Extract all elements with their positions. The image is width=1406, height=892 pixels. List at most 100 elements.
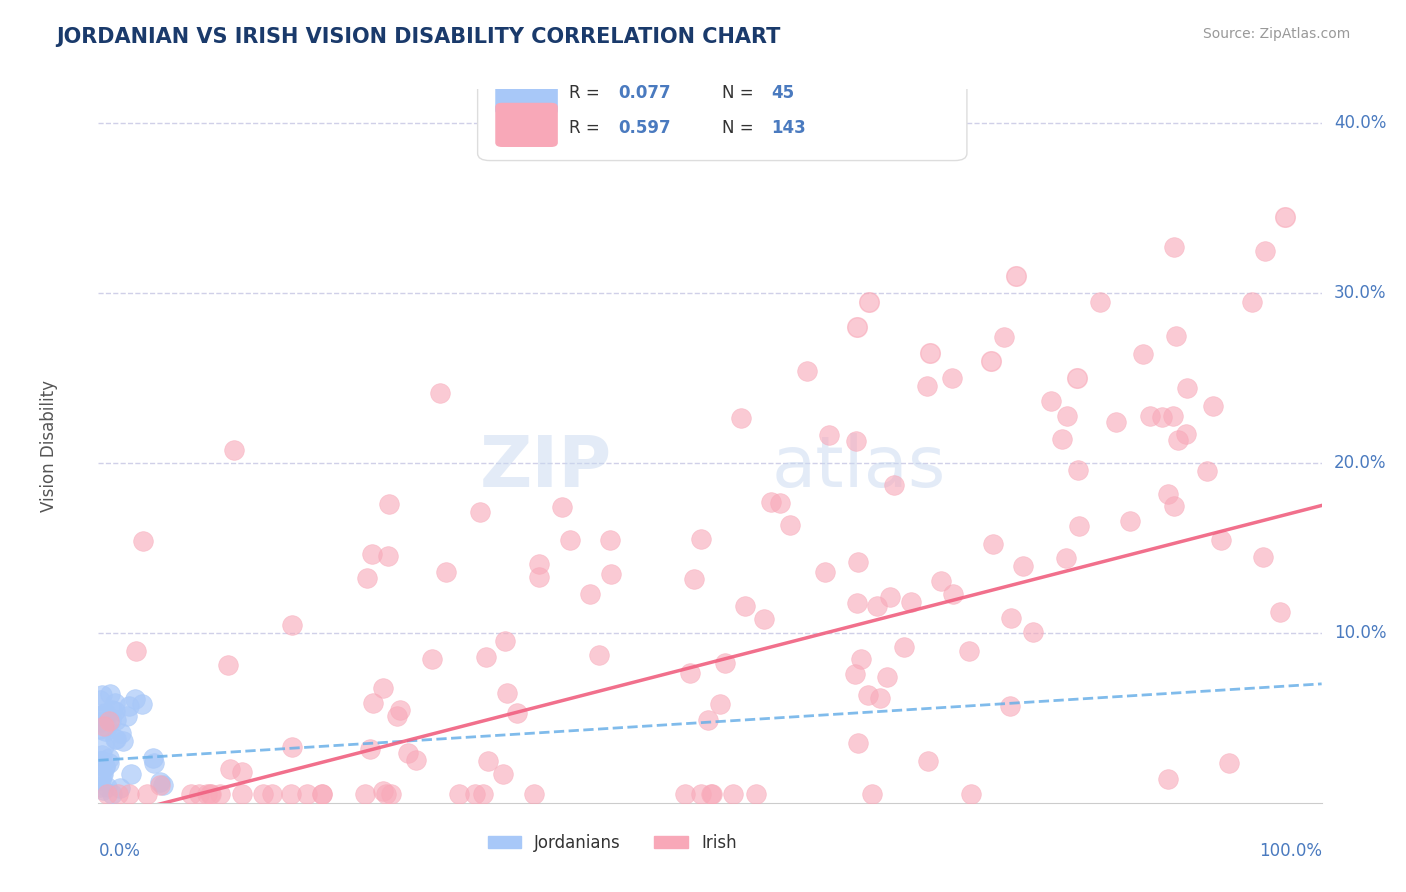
Point [280,740,302,755]
Point [1150,409,1173,424]
Point [108,780,131,795]
Point [929,574,952,589]
Point [90,689,112,703]
Point [900,595,922,609]
Point [1054,550,1077,565]
Point [920,345,942,359]
Point [104,696,127,710]
Point [311,787,333,801]
Point [90,754,112,768]
Point [360,547,382,561]
Point [281,618,304,632]
Point [91,767,114,781]
Point [136,787,159,801]
Point [195,787,218,801]
Point [252,787,274,801]
Point [1067,463,1090,477]
Point [120,767,142,781]
Point [93,739,115,754]
Point [723,787,745,801]
Point [844,667,866,681]
Point [377,498,399,512]
Point [529,557,551,571]
Point [89,780,111,794]
Point [131,697,153,711]
Point [91,754,114,768]
Point [405,753,427,767]
Point [917,755,939,769]
Point [389,703,412,717]
Point [846,736,869,750]
Point [429,385,451,400]
Point [104,704,127,718]
Point [523,787,546,801]
Point [869,691,891,706]
Point [679,666,702,681]
Point [893,640,915,654]
Point [198,787,221,801]
Point [1157,772,1180,786]
Point [231,787,253,801]
Point [124,691,146,706]
Text: 100.0%: 100.0% [1258,842,1322,860]
Point [387,708,409,723]
Point [464,787,486,801]
Point [96,720,118,734]
Point [118,787,141,801]
Point [98,756,121,770]
Point [779,518,801,533]
Point [422,652,444,666]
Point [100,713,122,727]
Point [709,697,731,711]
Point [104,731,127,746]
Point [957,644,980,658]
Text: atlas: atlas [772,433,946,502]
Point [558,533,581,548]
Point [942,587,965,601]
Point [702,787,724,801]
Point [118,699,141,714]
Point [1164,329,1187,343]
Text: JORDANIAN VS IRISH VISION DISABILITY CORRELATION CHART: JORDANIAN VS IRISH VISION DISABILITY COR… [56,27,780,46]
Text: 143: 143 [772,120,806,137]
Point [94,759,117,773]
Point [107,787,129,801]
Text: 40.0%: 40.0% [1334,114,1386,132]
Point [1022,625,1045,640]
Point [845,320,868,334]
Point [814,565,837,579]
Point [98,687,121,701]
Point [89,723,111,737]
Point [91,747,114,762]
Point [1218,756,1240,771]
Point [1195,464,1218,478]
Point [699,787,721,801]
Point [93,758,115,772]
Point [280,787,302,801]
Point [981,536,1004,550]
Point [100,787,122,801]
Point [434,566,457,580]
Point [1105,415,1128,429]
Point [1274,210,1296,224]
Point [761,495,783,509]
Point [496,685,519,699]
Point [818,427,841,442]
Point [845,434,868,449]
Text: N =: N = [723,84,759,102]
Point [1241,295,1264,310]
Point [89,715,111,730]
Point [1050,432,1073,446]
Text: 0.077: 0.077 [619,84,671,102]
Point [111,734,134,748]
Point [89,693,111,707]
Point [142,751,165,765]
Point [104,731,127,746]
Text: R =: R = [569,120,606,137]
Point [149,778,172,792]
Point [858,294,880,309]
Point [396,746,419,760]
Point [152,778,174,792]
Point [180,787,202,801]
Point [217,657,239,672]
